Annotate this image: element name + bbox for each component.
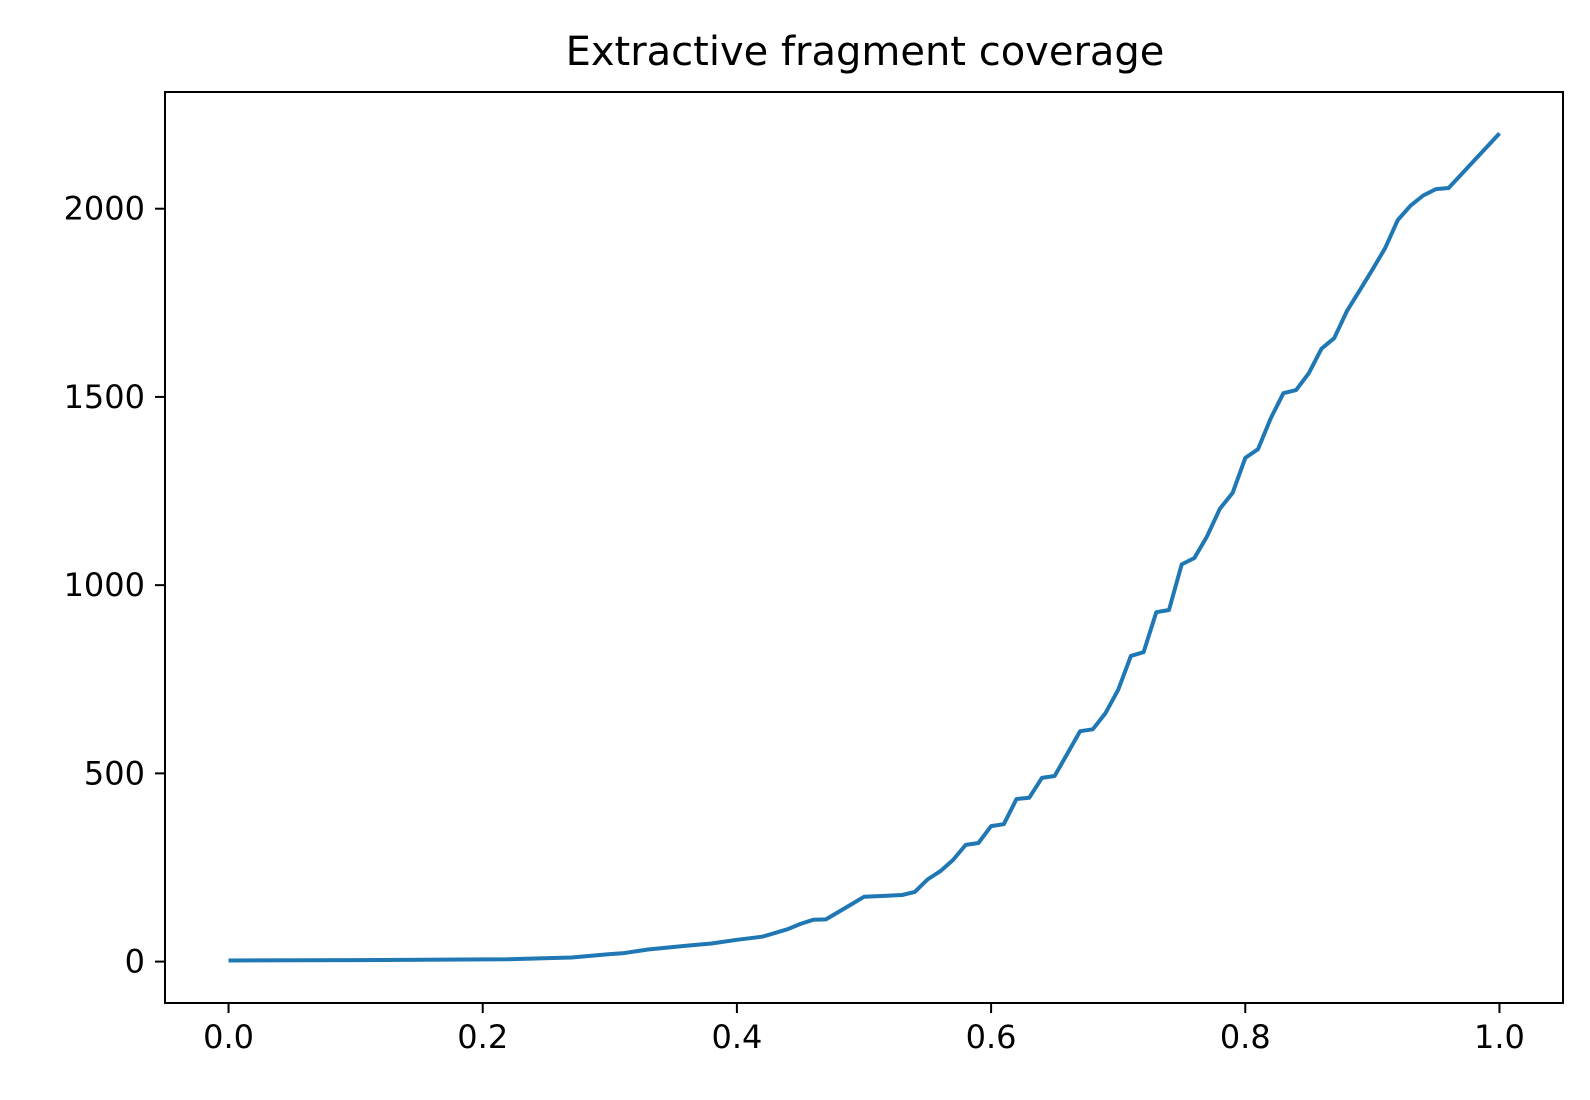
y-axis: 0 500 1000 1500 2000 (64, 190, 165, 981)
x-tick-label: 0.8 (1220, 1018, 1271, 1056)
y-tick-label: 500 (84, 754, 145, 792)
x-tick-label: 0.6 (966, 1018, 1017, 1056)
series-line-0 (228, 132, 1501, 963)
y-tick-label: 2000 (64, 190, 145, 228)
plot-area-frame (164, 91, 1564, 1004)
y-tick-label: 1500 (64, 378, 145, 416)
x-tick-label: 0.0 (203, 1018, 254, 1056)
series-layer (228, 132, 1501, 963)
y-tick-label: 0 (125, 943, 145, 981)
x-tick-label: 0.4 (711, 1018, 762, 1056)
x-tick-label: 1.0 (1474, 1018, 1525, 1056)
x-axis: 0.0 0.2 0.4 0.6 0.8 1.0 (203, 1003, 1525, 1056)
chart-title: Extractive fragment coverage (566, 29, 1165, 75)
y-tick-label: 1000 (64, 566, 145, 604)
x-tick-label: 0.2 (457, 1018, 508, 1056)
